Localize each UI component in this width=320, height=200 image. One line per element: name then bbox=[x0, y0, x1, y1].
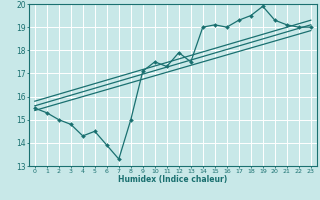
X-axis label: Humidex (Indice chaleur): Humidex (Indice chaleur) bbox=[118, 175, 228, 184]
